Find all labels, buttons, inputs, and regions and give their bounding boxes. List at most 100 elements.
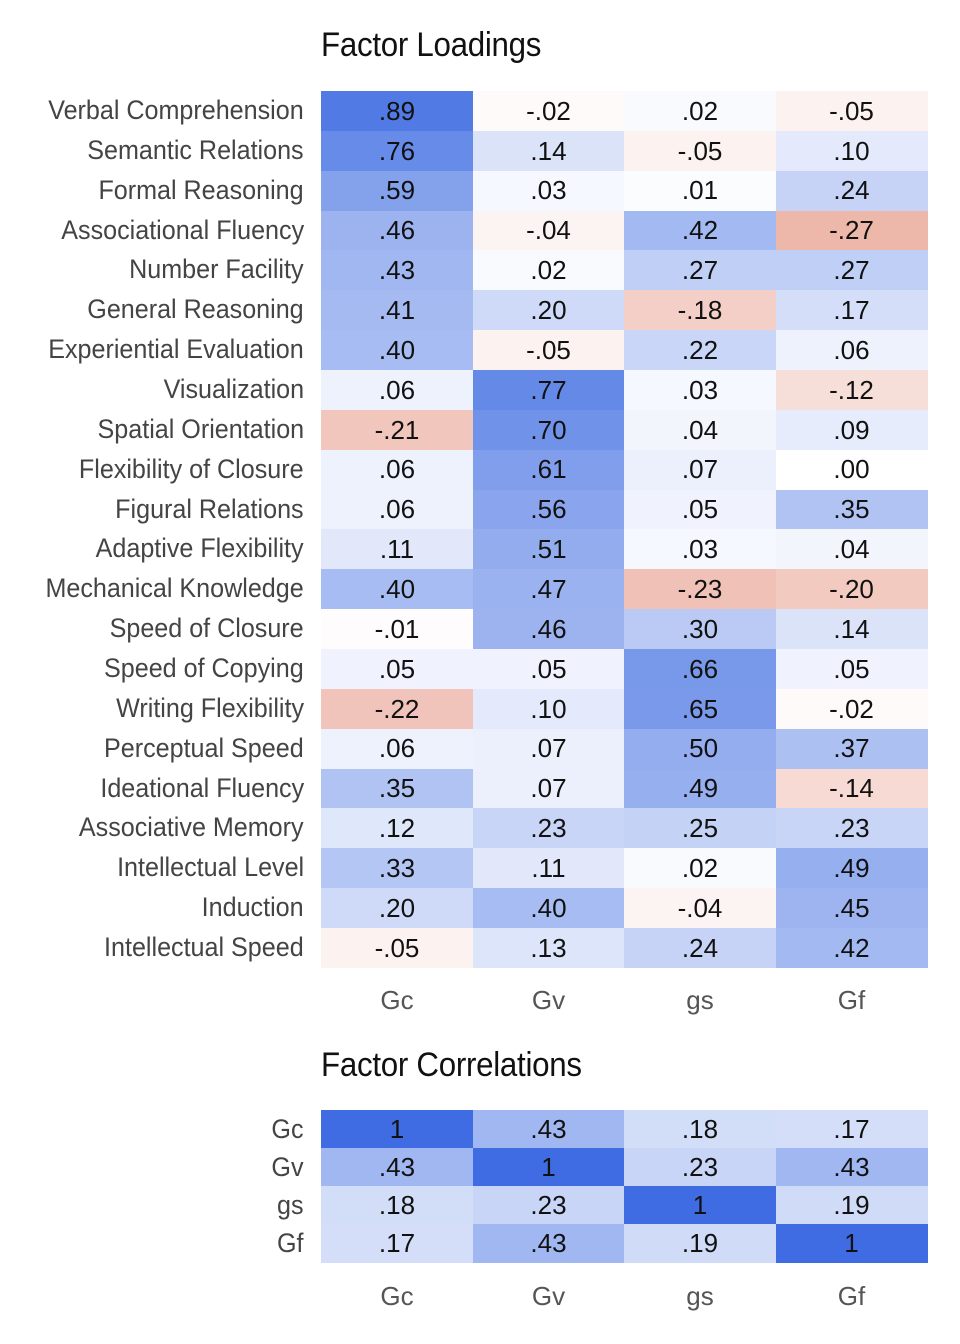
column-label: gs xyxy=(686,985,714,1015)
heatmap-cell: .40 xyxy=(321,569,473,610)
heatmap-cell: .07 xyxy=(472,768,625,809)
row-label: Number Facility xyxy=(129,254,304,285)
loadings-title: Factor Loadings xyxy=(321,26,542,64)
heatmap-cell: .40 xyxy=(472,888,625,929)
heatmap-cell: .50 xyxy=(624,728,776,770)
heatmap-cell: .06 xyxy=(775,330,928,371)
heatmap-cell: .51 xyxy=(472,529,625,570)
heatmap-cell: -.23 xyxy=(624,569,776,610)
heatmap-cell: .11 xyxy=(321,529,473,570)
row-label: Intellectual Level xyxy=(116,852,304,883)
heatmap-cell: .02 xyxy=(624,848,776,889)
heatmap-cell: .17 xyxy=(321,1224,473,1263)
heatmap-cell: .05 xyxy=(321,649,473,690)
column-label: Gf xyxy=(837,985,866,1015)
heatmap-cell: .17 xyxy=(775,290,928,331)
heatmap-cell: .04 xyxy=(624,409,776,451)
heatmap-cell: .01 xyxy=(624,170,776,212)
heatmap-cell: .03 xyxy=(624,370,776,411)
heatmap-cell: .43 xyxy=(775,1148,928,1187)
heatmap-cell: .56 xyxy=(472,489,625,530)
row-label: Semantic Relations xyxy=(87,134,304,165)
heatmap-cell: -.22 xyxy=(321,688,473,730)
row-label: Associational Fluency xyxy=(61,214,304,245)
heatmap-cell: -.21 xyxy=(321,409,473,451)
heatmap-cell: .49 xyxy=(624,768,776,809)
heatmap-cell: .17 xyxy=(775,1110,928,1149)
column-label: Gc xyxy=(380,985,414,1015)
heatmap-cell: 1 xyxy=(624,1186,776,1225)
heatmap-cell: .10 xyxy=(472,688,625,730)
heatmap-cell: .23 xyxy=(472,1186,625,1225)
row-label: Figural Relations xyxy=(115,493,304,524)
heatmap-cell: .43 xyxy=(472,1110,625,1149)
heatmap-cell: .04 xyxy=(775,529,928,570)
heatmap-cell: -.04 xyxy=(624,888,776,929)
heatmap-cell: .42 xyxy=(775,928,928,969)
row-label: Intellectual Speed xyxy=(104,932,304,963)
row-label: Associative Memory xyxy=(79,812,304,843)
heatmap-cell: .23 xyxy=(775,808,928,849)
row-label: Perceptual Speed xyxy=(104,732,304,763)
heatmap-cell: .24 xyxy=(624,928,776,969)
heatmap-cell: .11 xyxy=(472,848,625,889)
heatmap-cell: .77 xyxy=(472,370,625,411)
heatmap-cell: .10 xyxy=(775,130,928,172)
heatmap-cell: .27 xyxy=(775,250,928,291)
heatmap-cell: .33 xyxy=(321,848,473,889)
heatmap-cell: .43 xyxy=(472,1224,625,1263)
heatmap-cell: .22 xyxy=(624,330,776,371)
heatmap-cell: 1 xyxy=(775,1224,928,1263)
heatmap-cell: -.05 xyxy=(624,130,776,172)
heatmap-cell: -.05 xyxy=(775,91,928,132)
row-label: Speed of Copying xyxy=(104,653,304,684)
heatmap-cell: -.02 xyxy=(472,91,625,132)
heatmap-cell: .13 xyxy=(472,928,625,969)
row-label: Formal Reasoning xyxy=(98,174,304,205)
row-label: Speed of Closure xyxy=(109,613,304,644)
heatmap-cell: .00 xyxy=(775,449,928,491)
heatmap-cell: .41 xyxy=(321,290,473,331)
heatmap-cell: 1 xyxy=(321,1110,473,1149)
heatmap-cell: .05 xyxy=(472,649,625,690)
heatmap-cell: .45 xyxy=(775,888,928,929)
column-label: Gf xyxy=(837,1281,866,1311)
heatmap-cell: .14 xyxy=(775,609,928,650)
column-label: Gv xyxy=(531,985,566,1015)
row-label: Visualization xyxy=(163,374,304,405)
heatmap-cell: -.14 xyxy=(775,768,928,809)
column-label: Gv xyxy=(531,1281,566,1311)
heatmap-cell: .19 xyxy=(775,1186,928,1225)
column-label: Gc xyxy=(380,1281,414,1311)
heatmap-cell: .06 xyxy=(321,370,473,411)
heatmap-cell: .07 xyxy=(624,449,776,491)
heatmap-cell: .18 xyxy=(624,1110,776,1149)
row-label: General Reasoning xyxy=(87,294,304,325)
heatmap-cell: .47 xyxy=(472,569,625,610)
heatmap-cell: -.05 xyxy=(321,928,473,969)
heatmap-cell: .20 xyxy=(321,888,473,929)
heatmap-cell: .30 xyxy=(624,609,776,650)
heatmap-cell: .07 xyxy=(472,728,625,770)
heatmap-cell: -.12 xyxy=(775,370,928,411)
heatmap-cell: .42 xyxy=(624,210,776,251)
heatmap-cell: -.18 xyxy=(624,290,776,331)
row-label: Experiential Evaluation xyxy=(48,334,304,365)
heatmap-cell: -.01 xyxy=(321,609,473,650)
heatmap-cell: .40 xyxy=(321,330,473,371)
heatmap-cell: .02 xyxy=(624,91,776,132)
heatmap-cell: .14 xyxy=(472,130,625,172)
heatmap-cell: .61 xyxy=(472,449,625,491)
heatmap-cell: .70 xyxy=(472,409,625,451)
heatmap-cell: .06 xyxy=(321,489,473,530)
heatmap-cell: .25 xyxy=(624,808,776,849)
heatmap-cell: .46 xyxy=(321,210,473,251)
heatmap-cell: .89 xyxy=(321,91,473,132)
heatmap-cell: .35 xyxy=(321,768,473,809)
row-label: Ideational Fluency xyxy=(100,772,304,803)
heatmap-cell: .06 xyxy=(321,449,473,491)
heatmap-cell: .27 xyxy=(624,250,776,291)
heatmap-cell: .49 xyxy=(775,848,928,889)
row-label: Gf xyxy=(277,1228,304,1258)
